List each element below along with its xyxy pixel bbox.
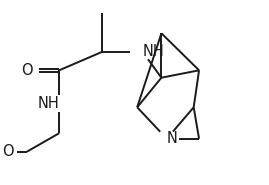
Text: N: N	[167, 131, 178, 146]
Text: NH: NH	[37, 96, 59, 111]
Text: O: O	[21, 63, 33, 78]
Text: O: O	[2, 144, 14, 159]
Text: NH: NH	[143, 44, 164, 59]
